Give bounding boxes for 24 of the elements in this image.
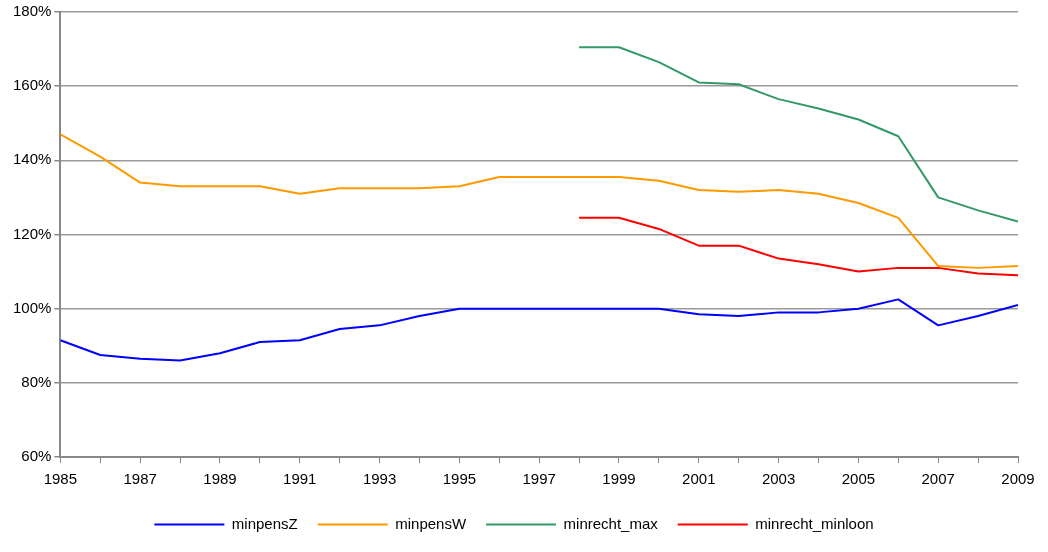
x-tick-label: 1993 — [362, 470, 397, 488]
x-tick-label: 1997 — [522, 470, 556, 488]
x-tick-label: 1995 — [442, 470, 477, 488]
x-tick-label: 2009 — [1001, 470, 1035, 488]
x-tick-label: 2007 — [921, 470, 955, 488]
y-tick-label: 140% — [12, 150, 52, 168]
x-tick-label: 1985 — [43, 470, 78, 488]
x-tick-label: 1989 — [203, 470, 237, 488]
y-tick-label: 120% — [12, 224, 52, 242]
x-tick-label: 2003 — [761, 470, 796, 488]
y-tick-label: 100% — [12, 298, 52, 316]
x-tick-label: 1987 — [123, 470, 157, 488]
legend-label: minrecht_minloon — [755, 514, 874, 532]
y-tick-label: 160% — [12, 76, 52, 94]
legend-label: minrecht_max — [563, 514, 659, 532]
legend-label: minpensZ — [231, 514, 298, 532]
x-tick-label: 1991 — [283, 470, 317, 488]
y-tick-label: 60% — [21, 447, 52, 465]
x-tick-label: 1999 — [602, 470, 636, 488]
y-tick-label: 80% — [21, 372, 52, 390]
legend-label: minpensW — [395, 514, 467, 532]
y-tick-label: 180% — [12, 2, 52, 20]
x-tick-label: 2005 — [841, 470, 876, 488]
x-tick-label: 2001 — [682, 470, 716, 488]
